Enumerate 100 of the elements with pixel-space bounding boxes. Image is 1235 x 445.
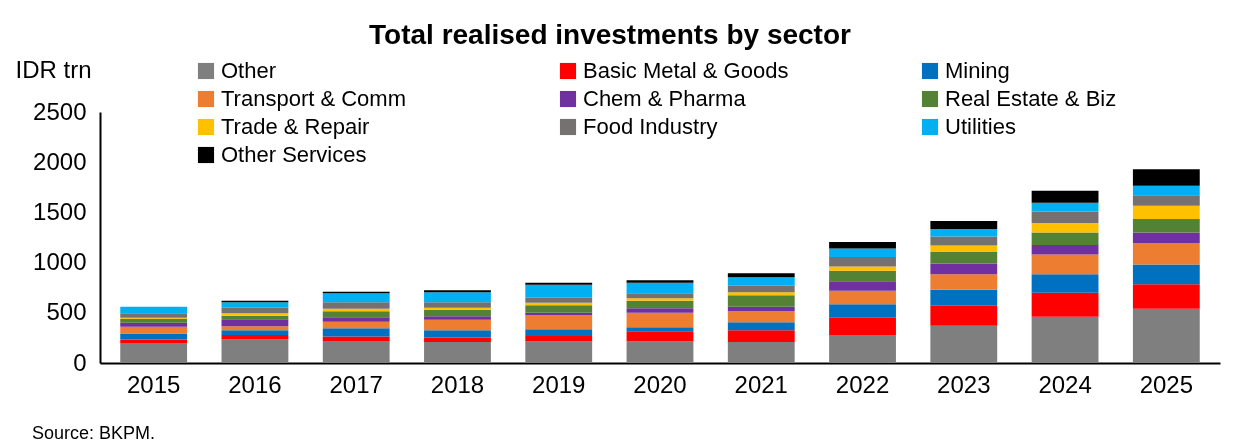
bar: [727, 285, 795, 293]
bar: [1031, 222, 1099, 233]
bar: [829, 257, 896, 267]
bar: [221, 326, 289, 331]
bar: [322, 311, 390, 318]
y-axis-title: IDR trn: [15, 55, 92, 83]
bar: [1132, 264, 1200, 285]
legend-label: Utilities: [945, 114, 1016, 139]
bar: [727, 295, 795, 307]
bar: [525, 341, 593, 363]
bar: [120, 313, 188, 318]
bar: [829, 270, 896, 282]
bar: [930, 289, 998, 306]
x-tick-label: 2015: [126, 370, 181, 398]
bar: [829, 317, 896, 335]
bar: [120, 333, 188, 340]
bar: [525, 329, 593, 336]
bar: [525, 297, 593, 303]
bar: [525, 282, 593, 285]
bar: [626, 331, 694, 342]
y-tick-label: 1500: [33, 197, 87, 225]
bar: [424, 292, 491, 303]
y-tick-label: 2500: [33, 97, 87, 125]
bar: [221, 330, 289, 335]
bar: [424, 319, 491, 331]
bar: [221, 339, 289, 363]
bar: [1132, 205, 1200, 219]
x-tick-label: 2016: [228, 370, 282, 398]
bar: [829, 290, 896, 305]
bar: [424, 337, 491, 342]
bar: [1132, 308, 1200, 363]
bar: [424, 330, 491, 338]
bar: [626, 327, 694, 332]
bar: [322, 302, 390, 309]
legend-label: Other Services: [221, 142, 367, 167]
bar: [727, 322, 795, 331]
y-tick-label: 0: [73, 348, 87, 376]
bar: [626, 312, 694, 328]
bar: [1132, 243, 1200, 265]
bar: [120, 306, 188, 314]
bar: [424, 309, 491, 317]
bar: [120, 322, 188, 327]
bar: [1031, 254, 1099, 275]
bar: [1031, 274, 1099, 293]
bar: [829, 248, 896, 258]
bar: [930, 274, 998, 290]
bar: [221, 313, 289, 316]
bar: [930, 245, 998, 253]
bar: [525, 315, 593, 330]
x-tick-label: 2017: [329, 370, 383, 398]
bar: [727, 273, 795, 278]
x-tick-label: 2025: [1139, 370, 1194, 398]
bar: [1031, 316, 1099, 363]
bar: [424, 302, 491, 308]
bar: [322, 340, 390, 363]
bar: [930, 228, 998, 237]
bar: [727, 330, 795, 342]
x-tick-label: 2021: [734, 370, 788, 398]
bar: [829, 334, 896, 363]
bar: [626, 293, 694, 299]
bar: [626, 341, 694, 363]
bar: [626, 298, 694, 301]
x-tick-label: 2024: [1038, 370, 1092, 398]
bar: [120, 339, 188, 343]
legend-label: Mining: [945, 58, 1010, 83]
bar: [322, 336, 390, 341]
bar: [1132, 218, 1200, 233]
legend-label: Food Industry: [583, 114, 718, 139]
bar: [727, 277, 795, 286]
bar: [1031, 245, 1099, 255]
source-note: Source: BKPM.: [32, 423, 156, 443]
bar: [727, 341, 795, 363]
bar: [727, 311, 795, 323]
legend-label: Basic Metal & Goods: [583, 58, 789, 83]
x-tick-label: 2020: [633, 370, 687, 398]
bar: [322, 317, 390, 322]
bar: [221, 319, 289, 327]
bar: [525, 284, 593, 298]
bar: [1132, 185, 1200, 196]
bar: [322, 293, 390, 303]
bar: [727, 292, 795, 296]
bar: [930, 325, 998, 363]
bar: [930, 263, 998, 275]
x-tick-label: 2019: [532, 370, 586, 398]
bar: [829, 304, 896, 318]
bar: [424, 316, 491, 320]
bar: [120, 342, 188, 363]
bar: [1031, 211, 1099, 223]
bar: [829, 242, 896, 249]
bar: [525, 305, 593, 313]
bar: [424, 290, 491, 293]
bar: [120, 318, 188, 323]
legend-label: Transport & Comm: [221, 86, 407, 111]
bar: [1031, 232, 1099, 246]
x-tick-label: 2022: [835, 370, 890, 398]
bar: [1132, 232, 1200, 244]
bar: [930, 305, 998, 326]
chart-title: Total realised investments by sector: [369, 19, 852, 50]
bar: [525, 335, 593, 342]
bar: [1031, 292, 1099, 317]
